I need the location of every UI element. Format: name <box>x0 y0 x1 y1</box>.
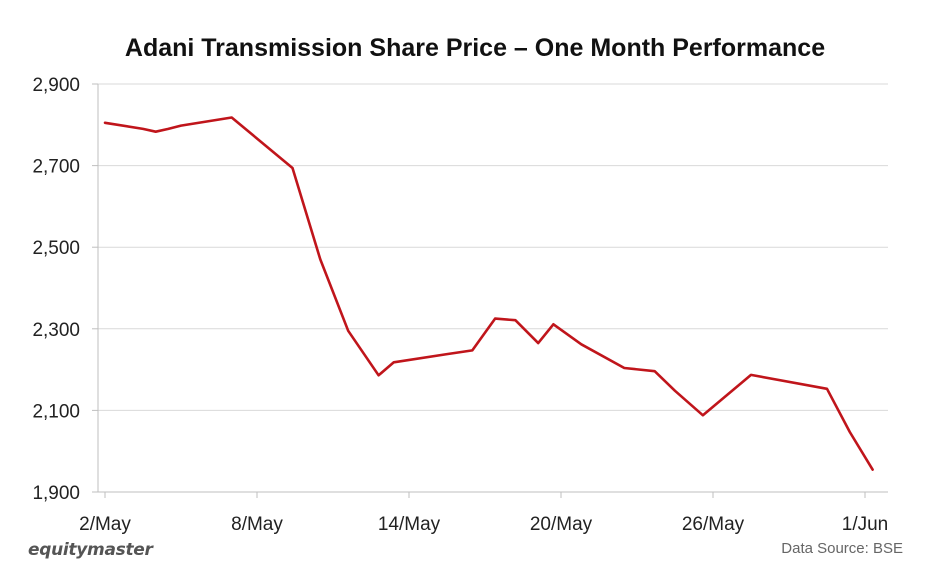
y-tick-label: 1,900 <box>32 483 80 504</box>
data-source-note: Data Source: BSE <box>781 540 903 557</box>
y-tick-label: 2,900 <box>32 75 80 96</box>
y-tick-label: 2,700 <box>32 157 80 178</box>
x-tick-label: 14/May <box>378 514 441 535</box>
y-tick-label: 2,300 <box>32 320 80 341</box>
x-tick-label: 2/May <box>79 514 131 535</box>
x-tick-label: 8/May <box>231 514 283 535</box>
brand-logo: equitymaster <box>28 540 153 560</box>
x-tick-label: 1/Jun <box>842 514 888 535</box>
x-tick-label: 26/May <box>682 514 745 535</box>
y-tick-label: 2,100 <box>32 401 80 422</box>
y-tick-label: 2,500 <box>32 238 80 259</box>
price-line <box>103 116 874 471</box>
x-tick-label: 20/May <box>530 514 593 535</box>
chart-title: Adani Transmission Share Price – One Mon… <box>124 34 826 62</box>
